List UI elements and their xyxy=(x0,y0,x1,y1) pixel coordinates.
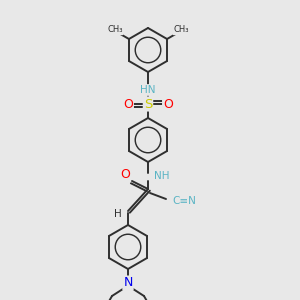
Text: O: O xyxy=(163,98,173,110)
Text: H: H xyxy=(114,209,122,219)
Text: CH₃: CH₃ xyxy=(107,26,123,34)
Text: HN: HN xyxy=(140,85,156,95)
Text: CH₃: CH₃ xyxy=(173,26,189,34)
Text: C≡N: C≡N xyxy=(172,196,196,206)
Text: O: O xyxy=(123,98,133,110)
Text: NH: NH xyxy=(154,171,170,181)
Text: S: S xyxy=(144,98,152,110)
Text: O: O xyxy=(120,169,130,182)
Text: N: N xyxy=(123,277,133,290)
